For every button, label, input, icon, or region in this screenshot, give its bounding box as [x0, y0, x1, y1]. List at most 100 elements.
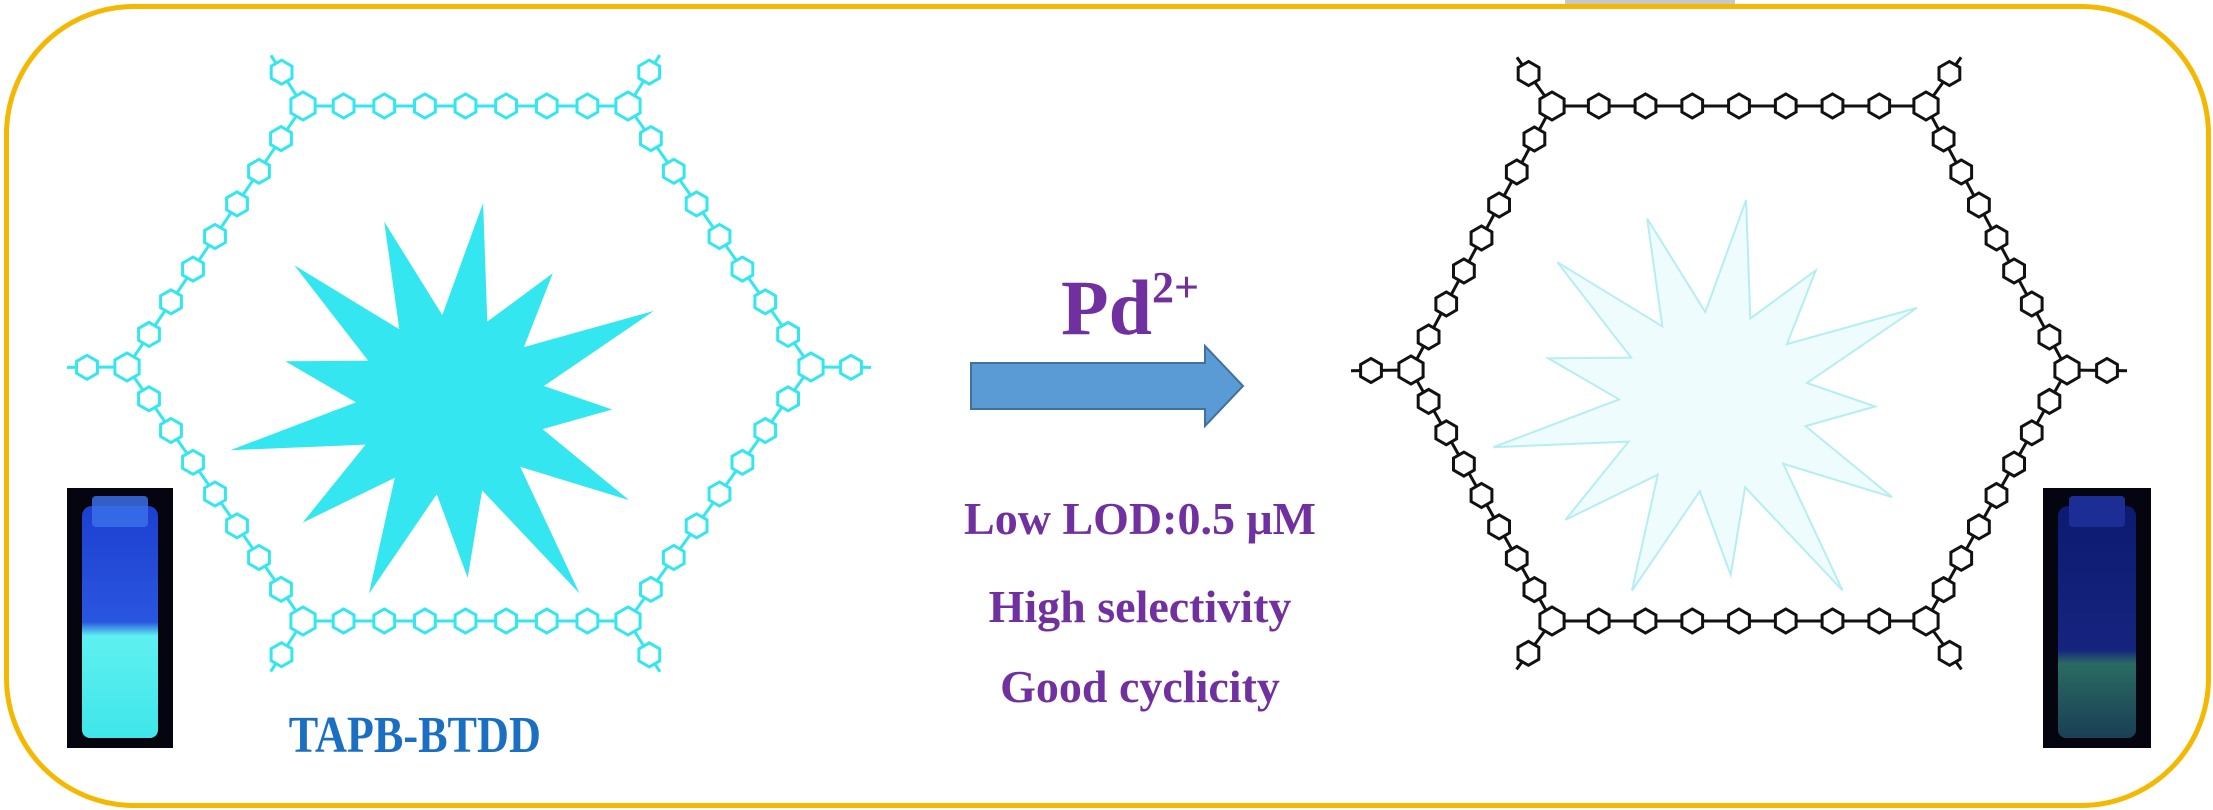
benzene-ring	[1397, 354, 1425, 386]
material-name: TAPB-BTDD	[288, 707, 541, 764]
benzene-ring	[614, 605, 642, 637]
benzene-ring	[534, 607, 559, 635]
benzene-ring	[661, 157, 686, 186]
benzene-ring	[1937, 639, 1962, 668]
benzene-ring	[1820, 607, 1845, 635]
benzene-ring	[1516, 639, 1541, 668]
benzene-ring	[1949, 158, 1974, 186]
benzene-ring	[684, 190, 709, 218]
benzene-ring	[181, 255, 205, 283]
benzene-ring	[1434, 290, 1459, 318]
benzene-ring	[203, 480, 227, 508]
benzene-ring	[413, 92, 437, 120]
benzene-ring	[269, 124, 293, 153]
benzene-ring	[1469, 481, 1494, 510]
benzene-ring	[639, 575, 663, 604]
benzene-ring	[1434, 419, 1459, 447]
benzene-ring	[1912, 605, 1940, 637]
benzene-ring	[776, 320, 800, 349]
feature-selectivity: High selectivity	[988, 581, 1292, 632]
benzene-ring	[753, 288, 778, 316]
feature-cyclicity: Good cyclicity	[1000, 661, 1280, 712]
benzene-ring	[575, 92, 600, 120]
benzene-ring	[1487, 513, 1511, 541]
benzene-ring	[159, 416, 183, 445]
benzene-ring	[1359, 356, 1383, 385]
benzene-ring	[1416, 387, 1441, 416]
benzene-ring	[494, 92, 518, 120]
benzene-ring	[1416, 323, 1441, 351]
benzene-ring	[1867, 607, 1892, 635]
benzene-ring	[331, 92, 356, 120]
benzene-ring	[1469, 224, 1494, 252]
rounded-frame	[4, 4, 2211, 808]
benzene-ring	[730, 448, 755, 477]
benzene-ring	[372, 607, 397, 635]
benzene-ring	[753, 416, 778, 445]
benzene-ring	[137, 320, 161, 349]
benzene-ring	[839, 353, 863, 382]
benzene-ring	[2002, 450, 2026, 478]
benzene-ring	[2037, 323, 2062, 351]
benzene-ring	[1727, 92, 1751, 120]
cof-framework-quenched	[1350, 56, 2128, 671]
benzene-ring	[2053, 354, 2081, 386]
benzene-ring	[1586, 607, 1611, 635]
benzene-ring	[1452, 257, 1476, 285]
benzene-ring	[372, 92, 397, 120]
benzene-ring	[1931, 575, 1956, 604]
benzene-ring	[1984, 224, 2009, 252]
feature-lod: Low LOD:0.5 μM	[964, 493, 1316, 544]
benzene-ring	[75, 353, 99, 382]
benzene-ring	[225, 190, 249, 218]
benzene-ring	[1912, 90, 1940, 122]
benzene-ring	[247, 157, 271, 186]
benzene-ring	[575, 607, 600, 635]
benzene-ring	[1984, 481, 2009, 510]
benzene-ring	[413, 607, 437, 635]
reaction-arrow	[970, 343, 1245, 429]
benzene-ring	[1586, 92, 1611, 120]
benzene-ring	[1680, 607, 1705, 635]
benzene-ring	[1773, 92, 1798, 120]
benzene-ring	[203, 222, 227, 251]
benzene-ring	[225, 512, 249, 540]
benzene-ring	[534, 92, 559, 120]
benzene-ring	[2095, 356, 2119, 385]
benzene-ring	[1967, 513, 1991, 541]
benzene-ring	[1538, 90, 1566, 122]
top-divider	[1565, 0, 1735, 4]
reagent-charge: 2+	[1151, 263, 1200, 312]
benzene-ring	[247, 543, 271, 572]
benzene-ring	[1949, 544, 1974, 573]
benzene-ring	[1633, 92, 1658, 120]
fluorescence-burst-quenched	[1492, 199, 1918, 592]
benzene-ring	[1680, 92, 1705, 120]
benzene-ring	[453, 607, 478, 635]
benzene-ring	[1727, 607, 1751, 635]
benzene-ring	[269, 640, 294, 669]
benzene-ring	[113, 351, 141, 383]
benzene-ring	[269, 58, 294, 86]
benzene-ring	[2019, 290, 2044, 318]
benzene-ring	[637, 58, 662, 86]
benzene-ring	[730, 255, 755, 283]
benzene-ring	[707, 480, 732, 508]
benzene-ring	[661, 543, 686, 572]
benzene-ring	[1522, 575, 1547, 604]
benzene-ring	[684, 512, 709, 540]
vial-photo-fluorescent	[67, 488, 173, 748]
benzene-ring	[2037, 387, 2062, 416]
benzene-ring	[137, 385, 161, 413]
benzene-ring	[289, 605, 317, 637]
benzene-ring	[1452, 450, 1476, 478]
benzene-ring	[331, 607, 356, 635]
benzene-ring	[776, 385, 800, 413]
benzene-ring	[1633, 607, 1658, 635]
reagent-label: Pd2+	[1030, 262, 1230, 353]
benzene-ring	[707, 222, 732, 251]
benzene-ring	[494, 607, 518, 635]
benzene-ring	[159, 288, 183, 316]
